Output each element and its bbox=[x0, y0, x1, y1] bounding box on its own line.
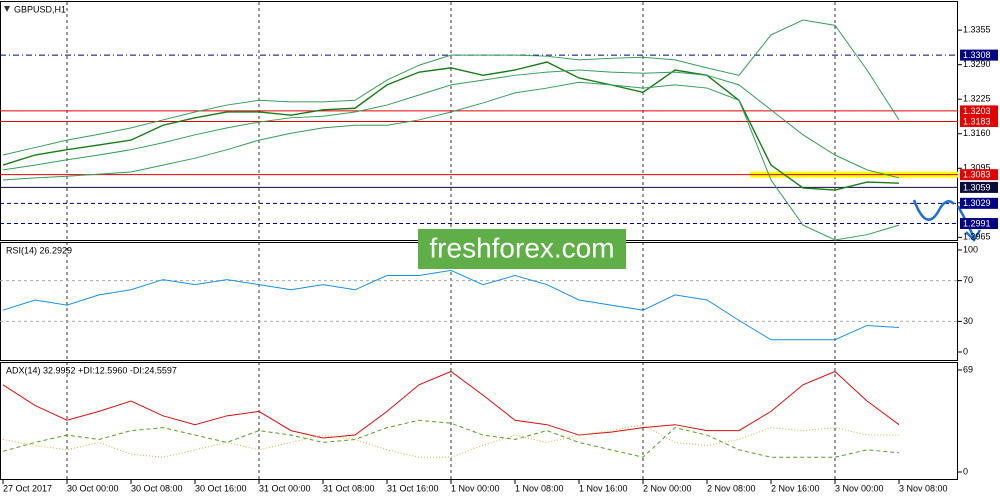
x-tick-label: 1 Nov 00:00 bbox=[451, 483, 500, 493]
y-tick-label: 0 bbox=[963, 346, 968, 356]
x-tick-label: 31 Oct 08:00 bbox=[323, 483, 375, 493]
plot-layer bbox=[0, 2, 958, 480]
series-line bbox=[2, 424, 899, 458]
y-tick-label: 100 bbox=[963, 244, 978, 254]
adx-title: ADX(14) 32.9952 +DI:12.5960 -DI:24.5597 bbox=[6, 365, 177, 375]
y-tick-label: 1.3290 bbox=[963, 59, 991, 69]
x-tick-label: 27 Oct 2017 bbox=[3, 483, 52, 493]
symbol-icon bbox=[4, 6, 10, 12]
chart-title: GBPUSD,H1 bbox=[14, 4, 66, 14]
level-label-box bbox=[960, 105, 998, 117]
x-tick-label: 2 Nov 00:00 bbox=[643, 483, 692, 493]
level-label-box bbox=[960, 181, 998, 193]
x-tick-label: 3 Nov 08:00 bbox=[899, 483, 948, 493]
series-line bbox=[2, 370, 900, 439]
level-label: 1.2991 bbox=[963, 218, 991, 228]
x-tick-label: 30 Oct 00:00 bbox=[67, 483, 119, 493]
level-label: 1.3183 bbox=[963, 116, 991, 126]
series-line bbox=[2, 19, 900, 156]
x-tick-label: 1 Nov 16:00 bbox=[579, 483, 628, 493]
y-tick-label: 1.2965 bbox=[963, 232, 991, 242]
adx-panel bbox=[0, 362, 958, 480]
y-tick-label: 1.3355 bbox=[963, 25, 991, 35]
series-line bbox=[2, 269, 900, 341]
level-label-box bbox=[960, 218, 998, 230]
x-tick-label: 2 Nov 08:00 bbox=[707, 483, 756, 493]
y-tick-label: 70 bbox=[963, 275, 973, 285]
series-line bbox=[2, 81, 900, 241]
watermark-box bbox=[418, 229, 626, 269]
level-label-box bbox=[960, 116, 998, 128]
level-label-box bbox=[960, 197, 998, 209]
watermark: freshforex.com bbox=[429, 232, 614, 263]
level-label: 1.3308 bbox=[963, 50, 991, 60]
rsi-title: RSI(14) 26.2929 bbox=[6, 245, 72, 255]
series-line bbox=[2, 61, 900, 191]
y-tick-label: 1.3095 bbox=[963, 163, 991, 173]
x-tick-label: 30 Oct 08:00 bbox=[131, 483, 183, 493]
level-label-box bbox=[960, 169, 998, 181]
x-tick-label: 2 Nov 16:00 bbox=[771, 483, 820, 493]
y-tick-label: 1.3160 bbox=[963, 128, 991, 138]
y-tick-label: 69 bbox=[963, 364, 973, 374]
x-tick-label: 30 Oct 16:00 bbox=[195, 483, 247, 493]
level-label: 1.3203 bbox=[963, 106, 991, 116]
level-label: 1.3083 bbox=[963, 170, 991, 180]
x-tick-label: 31 Oct 16:00 bbox=[387, 483, 439, 493]
y-tick-label: 30 bbox=[963, 316, 973, 326]
y-tick-label: 0 bbox=[963, 466, 968, 476]
level-label-box bbox=[960, 49, 998, 61]
x-tick-label: 1 Nov 08:00 bbox=[515, 483, 564, 493]
y-tick-label: 1.3225 bbox=[963, 94, 991, 104]
x-tick-label: 31 Oct 00:00 bbox=[259, 483, 311, 493]
x-tick-label: 3 Nov 00:00 bbox=[835, 483, 884, 493]
level-label: 1.3059 bbox=[963, 182, 991, 192]
forecast-curve bbox=[912, 199, 955, 221]
level-label: 1.3029 bbox=[963, 198, 991, 208]
series-line bbox=[2, 69, 900, 179]
